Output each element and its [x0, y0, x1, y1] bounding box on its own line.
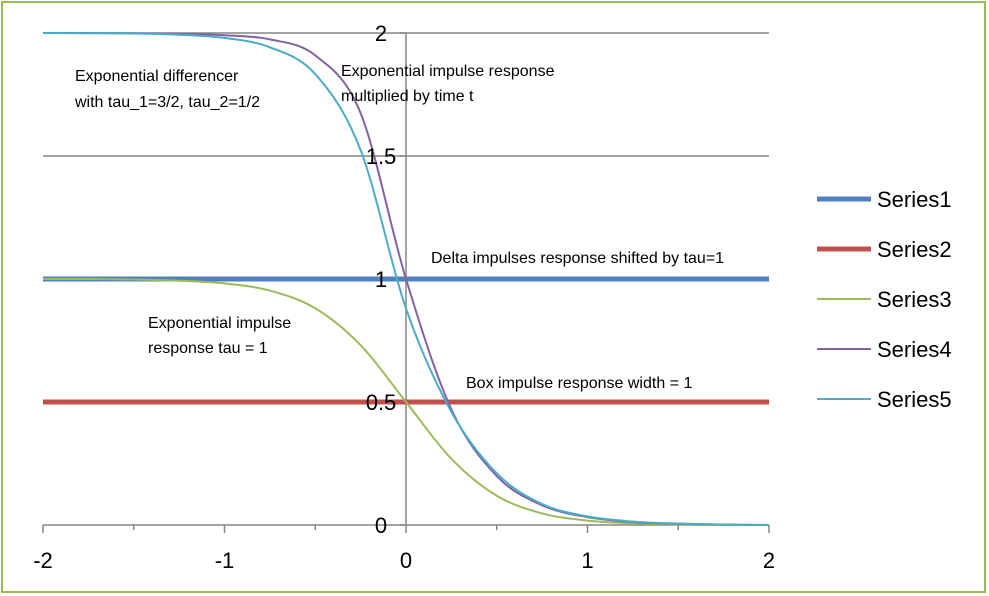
- annotation-exponential-differencer-line2: with tau_1=3/2, tau_2=1/2: [74, 94, 260, 111]
- y-tick-label: 1: [375, 267, 387, 292]
- legend-label-series2: Series2: [877, 237, 952, 262]
- legend-label-series5: Series5: [877, 387, 952, 412]
- legend-label-series4: Series4: [877, 337, 952, 362]
- legend-label-series1: Series1: [877, 187, 952, 212]
- tick-labels: -2 -1 0 1 2 0 0.5 1 1.5 2: [33, 21, 775, 573]
- series-line-series5: [42, 32, 770, 526]
- legend: Series1 Series2 Series3 Series4 Series5: [817, 187, 952, 412]
- x-tick-label: 2: [763, 548, 775, 573]
- annotation-box-impulse: Box impulse response width = 1: [466, 375, 692, 392]
- x-tick-label: 1: [581, 548, 593, 573]
- annotation-exponential-tau1-line2: response tau = 1: [148, 340, 268, 357]
- y-tick-label: 2: [375, 21, 387, 46]
- x-tick-label: -2: [33, 548, 53, 573]
- annotation-impulse-times-t-line2: multiplied by time t: [341, 88, 474, 105]
- annotation-exponential-tau1-line1: Exponential impulse: [148, 315, 291, 332]
- annotations: Exponential differencer with tau_1=3/2, …: [74, 63, 724, 392]
- annotation-impulse-times-t-line1: Exponential impulse response: [341, 63, 555, 80]
- y-tick-label: 0.5: [366, 390, 397, 415]
- y-tick-label: 1.5: [366, 144, 397, 169]
- series-lines: [42, 31, 770, 527]
- y-tick-label: 0: [375, 513, 387, 538]
- x-tick-label: 0: [400, 548, 412, 573]
- legend-label-series3: Series3: [877, 287, 952, 312]
- annotation-exponential-differencer-line1: Exponential differencer: [75, 68, 239, 85]
- annotation-delta-impulse: Delta impulses response shifted by tau=1: [431, 250, 724, 267]
- series-line-series3: [42, 277, 770, 527]
- x-tick-label: -1: [215, 548, 235, 573]
